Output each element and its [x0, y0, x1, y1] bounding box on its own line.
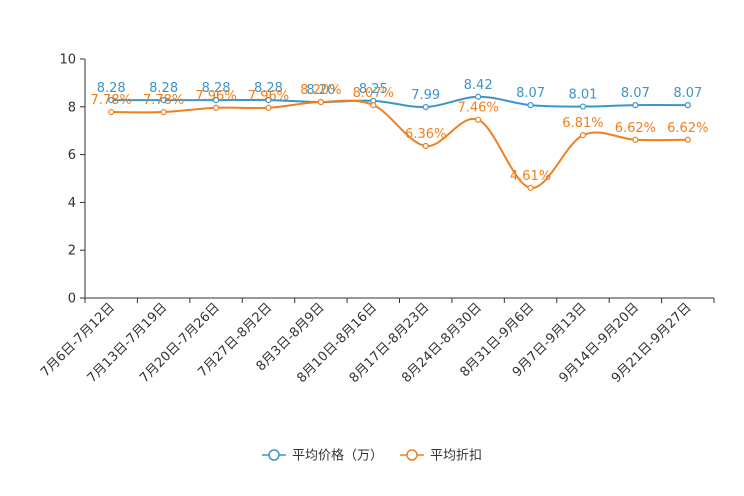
data-label: 7.46% — [457, 101, 498, 116]
y-tick-label: 6 — [68, 148, 76, 163]
data-point[interactable] — [317, 98, 324, 106]
data-point[interactable] — [684, 136, 691, 143]
data-point[interactable] — [370, 102, 377, 109]
y-tick-label: 2 — [68, 244, 76, 259]
data-point[interactable] — [108, 97, 115, 104]
data-label: 8.20 — [306, 83, 335, 98]
data-label: 8.28 — [254, 81, 283, 96]
data-labels-layer: 8.28 8.28 8.28 8.28 8.20 8.25 7.99 8.42 8.07 8.01… — [91, 78, 709, 184]
legend[interactable]: 平均价格（万） 平均折扣 — [262, 448, 482, 464]
data-label: 8.01 — [568, 88, 597, 103]
data-point[interactable] — [160, 97, 167, 104]
data-point[interactable] — [632, 102, 639, 109]
data-label: 6.62% — [667, 121, 708, 136]
data-label: 8.07 — [673, 86, 702, 101]
data-label: 7.99 — [411, 88, 440, 103]
legend-item-1[interactable]: 平均折扣 — [400, 449, 482, 464]
data-label: 8.42 — [464, 78, 493, 93]
data-point[interactable] — [579, 132, 587, 139]
data-point[interactable] — [632, 136, 639, 143]
data-point[interactable] — [422, 142, 429, 150]
series-layer — [108, 93, 691, 191]
data-point[interactable] — [684, 102, 691, 109]
legend-swatch-marker — [268, 449, 280, 461]
data-point[interactable] — [527, 184, 534, 191]
axes: 02468107月6日-7月12日7月13日-7月19日7月20日-7月26日7… — [38, 53, 715, 386]
data-label: 6.36% — [405, 127, 446, 142]
data-label: 8.07% — [353, 86, 394, 101]
y-tick-label: 10 — [59, 53, 76, 68]
legend-label: 平均价格（万） — [292, 448, 383, 464]
data-label: 7.96% — [195, 89, 236, 104]
data-label: 7.78% — [143, 93, 184, 108]
data-point[interactable] — [579, 103, 587, 110]
data-label: 4.61% — [510, 169, 551, 184]
data-label: 8.07 — [621, 86, 650, 101]
legend-swatch-marker — [406, 449, 418, 461]
data-point[interactable] — [475, 116, 482, 123]
legend-label: 平均折扣 — [430, 449, 482, 464]
data-point[interactable] — [475, 93, 482, 100]
data-point[interactable] — [265, 97, 272, 104]
y-tick-label: 8 — [68, 100, 76, 115]
series-line-0[interactable] — [111, 95, 688, 109]
y-tick-label: 0 — [68, 292, 76, 307]
data-point[interactable] — [108, 108, 115, 116]
y-tick-label: 4 — [68, 196, 76, 211]
data-label: 8.20% — [300, 83, 341, 98]
data-label: 7.96% — [248, 89, 289, 104]
data-label: 7.78% — [91, 93, 132, 108]
data-label: 8.28 — [149, 81, 178, 96]
data-point[interactable] — [265, 104, 272, 111]
data-label: 6.81% — [562, 116, 603, 131]
legend-item-0[interactable]: 平均价格（万） — [262, 448, 383, 464]
data-label: 8.25 — [359, 82, 388, 97]
data-point[interactable] — [212, 104, 220, 111]
data-point[interactable] — [160, 108, 167, 116]
data-point[interactable] — [212, 97, 220, 104]
data-label: 8.28 — [202, 81, 231, 96]
series-line-1[interactable] — [111, 99, 688, 189]
data-label: 8.07 — [516, 86, 545, 101]
data-point[interactable] — [527, 102, 534, 109]
data-label: 6.62% — [615, 121, 656, 136]
data-point[interactable] — [422, 103, 429, 111]
data-label: 8.28 — [97, 81, 126, 96]
